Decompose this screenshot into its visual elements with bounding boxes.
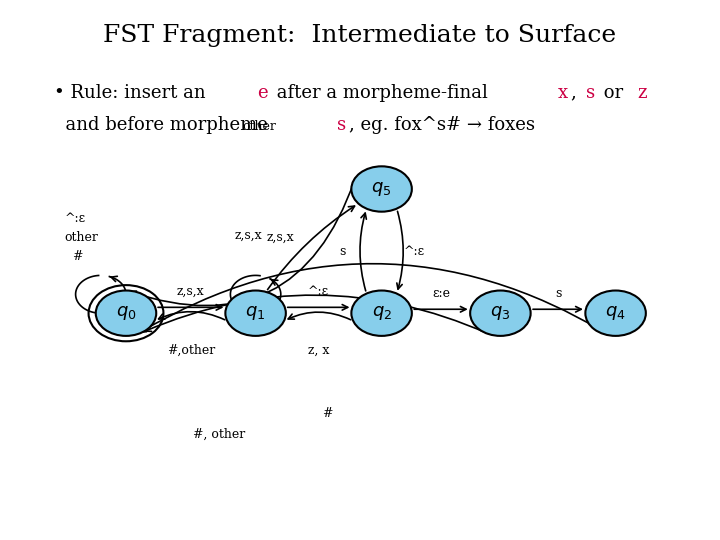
Text: , eg. fox^s# → foxes: , eg. fox^s# → foxes [349,116,535,134]
Text: e: e [257,84,268,102]
Text: $q_3$: $q_3$ [490,304,510,322]
Text: or: or [598,84,629,102]
Circle shape [96,291,156,336]
Text: s: s [555,287,561,300]
Text: after a morpheme-final: after a morpheme-final [271,84,493,102]
Text: $q_1$: $q_1$ [246,304,266,322]
Text: z, x: z, x [308,343,329,356]
Text: z,s,x: z,s,x [177,285,204,298]
Text: s: s [586,84,595,102]
Text: z: z [637,84,647,102]
Text: $q_2$: $q_2$ [372,304,392,322]
Text: z,s,x: z,s,x [235,228,262,241]
Text: $q_5$: $q_5$ [372,180,392,198]
Text: #,other: #,other [166,343,215,356]
Circle shape [585,291,646,336]
Text: and before morpheme: and before morpheme [54,116,274,134]
Text: • Rule: insert an: • Rule: insert an [54,84,212,102]
Text: ε:e: ε:e [432,287,450,300]
Text: #: # [72,250,83,263]
Text: x: x [558,84,568,102]
Text: ^:ε: ^:ε [308,285,329,298]
Text: ^:ε: ^:ε [65,212,86,225]
Text: $q_4$: $q_4$ [606,304,626,322]
Text: $q_0$: $q_0$ [116,304,136,322]
Circle shape [225,291,286,336]
Text: ,: , [571,84,582,102]
Circle shape [351,291,412,336]
Text: FST Fragment:  Intermediate to Surface: FST Fragment: Intermediate to Surface [104,24,616,48]
Text: other: other [65,231,99,244]
Text: s: s [338,116,346,134]
Circle shape [470,291,531,336]
Circle shape [351,166,412,212]
Text: s: s [339,245,345,258]
Text: #: # [323,407,333,420]
Text: #, other: #, other [194,428,246,441]
Text: other: other [242,120,276,133]
Text: z,s,x: z,s,x [266,231,294,244]
Text: ^:ε: ^:ε [403,245,425,258]
